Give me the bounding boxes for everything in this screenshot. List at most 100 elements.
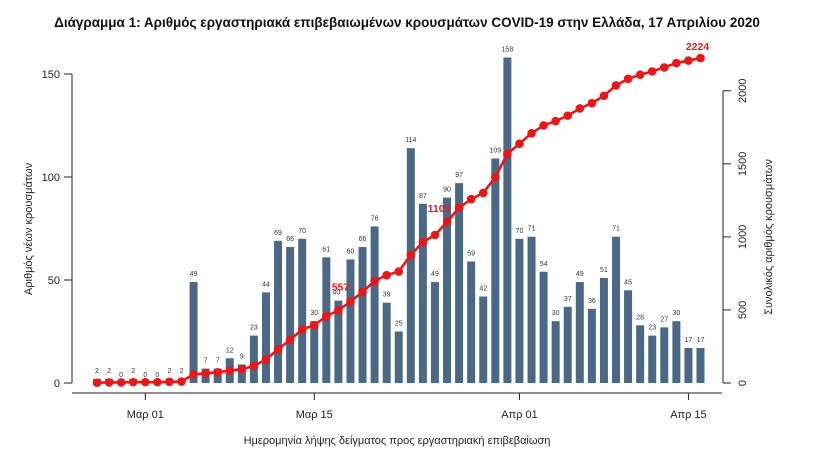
cumulative-point [647, 67, 657, 76]
cumulative-point [309, 320, 319, 330]
bar-value-label: 17 [685, 337, 693, 344]
cumulative-point [346, 297, 355, 306]
bar [189, 282, 198, 383]
bar-value-label: 39 [383, 292, 391, 299]
bar [515, 238, 524, 383]
cumulative-point [406, 250, 416, 260]
bar [551, 321, 560, 383]
cumulative-point [394, 267, 404, 276]
cumulative-point [430, 230, 440, 240]
bar [624, 290, 633, 383]
bar-value-label: 71 [612, 226, 620, 233]
cumulative-point [177, 377, 186, 386]
bar [443, 197, 452, 383]
cumulative-point [104, 378, 114, 387]
bar [672, 321, 681, 383]
bar-value-label: 25 [395, 321, 403, 328]
bar-value-label: 9 [240, 353, 244, 360]
bar-labels: 2 2 0 2 0 0 2 2 49 7 7 12 9 23 44 69 66 70 30 61 40 60 66 76 39 2… [95, 47, 704, 379]
bar-value-label: 54 [540, 261, 548, 268]
y2-tick-label: 1500 [737, 152, 749, 176]
cumulative-point [358, 287, 367, 297]
cumulative-point [92, 378, 102, 388]
bar [249, 335, 258, 383]
bar-value-label: 28 [636, 314, 644, 321]
cumulative-point [587, 98, 597, 108]
y-tick-label: 0 [54, 378, 60, 390]
bar-value-label: 2 [95, 368, 99, 375]
bar [298, 238, 307, 383]
bar-value-label: 51 [600, 267, 608, 274]
cumulative-point [659, 63, 669, 72]
cumulative-point [515, 139, 524, 148]
bar-value-label: 7 [204, 358, 208, 365]
cumulative-point [672, 58, 681, 68]
y2-tick-label: 2000 [737, 79, 749, 103]
cumulative-point [684, 56, 693, 65]
bar-value-label: 114 [405, 137, 416, 144]
bar-value-label: 71 [528, 226, 536, 233]
cumulative-point [285, 335, 295, 345]
bar-value-label: 0 [155, 372, 159, 379]
bar [479, 296, 488, 383]
cumulative-point [140, 377, 150, 387]
bar [382, 302, 391, 383]
bar-value-label: 66 [286, 236, 294, 243]
bar [527, 236, 536, 383]
cumulative-point [213, 368, 222, 377]
cumulative-annotation: 2224 [686, 41, 710, 53]
cumulative-point [503, 149, 512, 159]
cumulative-point [370, 276, 379, 286]
bar [418, 203, 427, 383]
cumulative-point [418, 237, 428, 247]
bar-value-label: 2 [107, 368, 111, 375]
cumulative-point [201, 369, 210, 378]
bar [660, 327, 669, 383]
bar-value-label: 97 [455, 172, 463, 179]
bar-value-label: 66 [359, 236, 367, 243]
bar [394, 331, 403, 383]
y-tick-label: 50 [48, 275, 60, 287]
cumulative-point [249, 361, 259, 371]
bar [467, 261, 476, 383]
bar-value-label: 30 [552, 310, 560, 317]
bar [455, 183, 464, 383]
chart-title: Διάγραμμα 1: Αριθμός εργαστηριακά επιβεβ… [54, 15, 760, 30]
bar [310, 321, 319, 383]
bar [539, 271, 548, 383]
bar [261, 292, 270, 383]
x-tick-label: Μαρ 15 [296, 409, 333, 421]
y2-tick-label: 0 [737, 380, 749, 386]
bar-value-label: 76 [371, 215, 379, 222]
bar-series [93, 57, 705, 384]
bar [599, 277, 608, 383]
cumulative-point [153, 377, 162, 387]
bar-value-label: 45 [624, 279, 632, 286]
cumulative-point [382, 270, 391, 280]
bar [406, 148, 415, 383]
bar-value-label: 49 [431, 271, 439, 278]
cumulative-point [297, 325, 307, 334]
y2-axis-title: Συνολικός αριθμός κρουσμάτων [763, 159, 775, 315]
bar-value-label: 61 [322, 246, 330, 253]
bar [237, 364, 246, 383]
bar-value-label: 49 [190, 271, 198, 278]
bar-value-label: 90 [443, 187, 451, 194]
cumulative-point [334, 306, 343, 315]
y2-tick-label: 500 [737, 301, 749, 319]
cumulative-annotations: 557 1103 2224 [332, 41, 710, 294]
bar [587, 308, 596, 383]
bar-value-label: 87 [419, 193, 427, 200]
x-tick-label: Απρ 01 [501, 409, 537, 421]
bar [491, 158, 500, 383]
cumulative-point [478, 188, 488, 198]
cumulative-annotation: 557 [332, 282, 350, 294]
bar-value-label: 37 [564, 296, 572, 303]
bar [358, 247, 367, 383]
cumulative-point [491, 172, 500, 182]
bar-value-label: 158 [502, 47, 514, 54]
cumulative-point [116, 378, 126, 387]
cumulative-point [539, 121, 548, 130]
